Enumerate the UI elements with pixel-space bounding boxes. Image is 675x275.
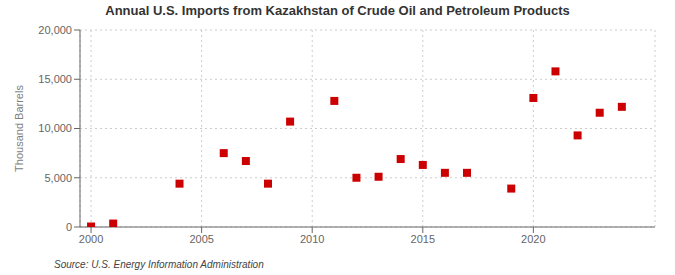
html-text:Source: U.S. Energy Informatio: Source: U.S. Energy Information Administ…: [54, 259, 264, 270]
svg-text:2010: 2010: [300, 233, 324, 245]
svg-text:Thousand Barrels: Thousand Barrels: [13, 85, 25, 172]
svg-text:5,000: 5,000: [44, 172, 72, 184]
svg-text:2015: 2015: [411, 233, 435, 245]
svg-text:2020: 2020: [521, 233, 545, 245]
svg-text:20,000: 20,000: [38, 24, 72, 36]
svg-text:0: 0: [66, 221, 72, 233]
svg-text:10,000: 10,000: [38, 122, 72, 134]
svg-text:15,000: 15,000: [38, 73, 72, 85]
svg-text:2005: 2005: [189, 233, 213, 245]
html-text:Annual U.S. Imports from Kazak: Annual U.S. Imports from Kazakhstan of C…: [105, 3, 570, 18]
svg-text:2000: 2000: [79, 233, 103, 245]
